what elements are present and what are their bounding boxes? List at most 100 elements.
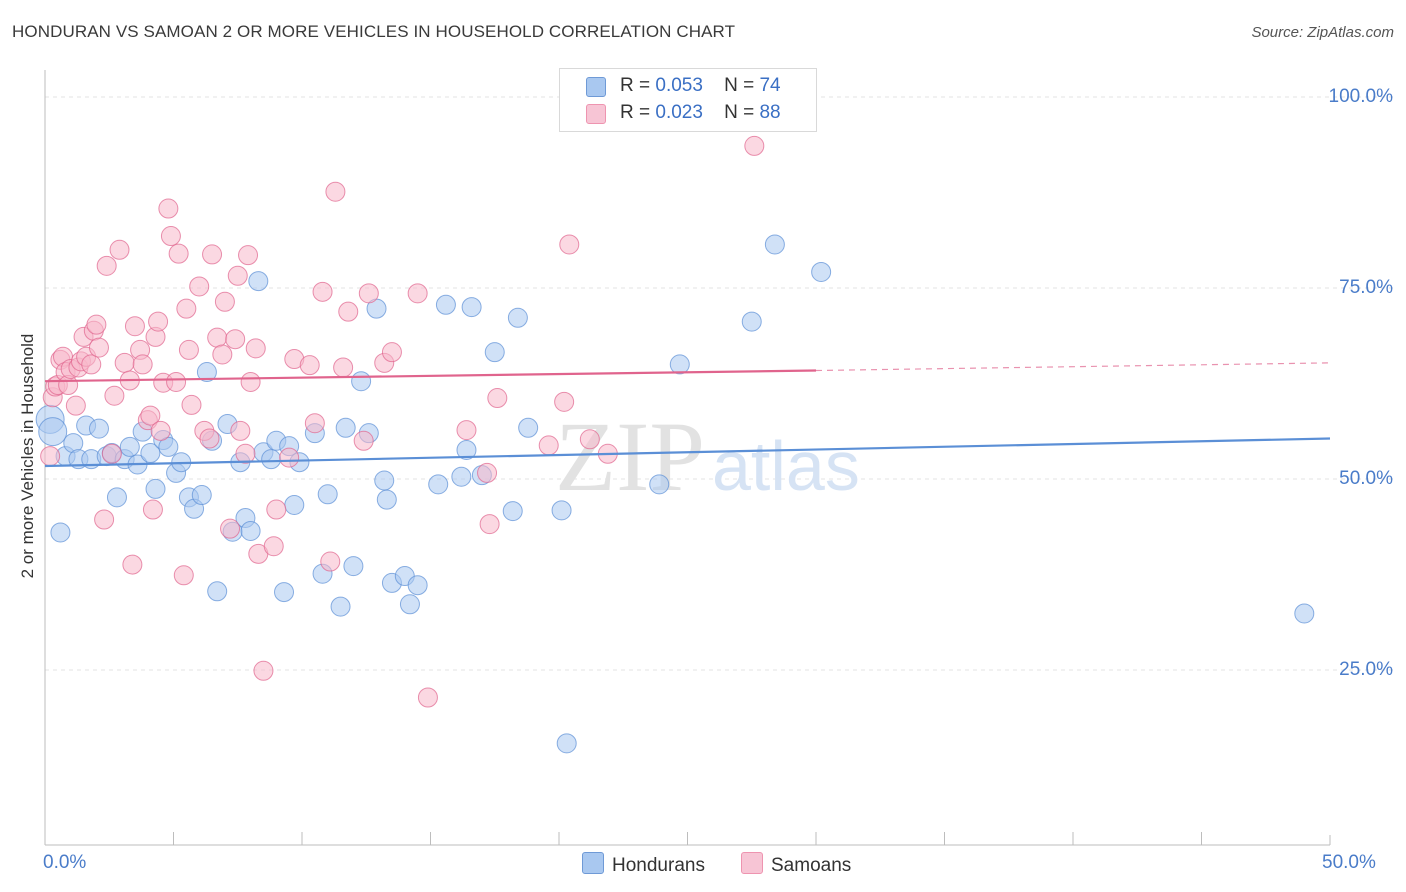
samoan-point xyxy=(240,371,261,392)
samoan-point xyxy=(266,499,287,520)
honduran-point xyxy=(669,354,690,375)
samoan-point xyxy=(381,342,402,363)
samoan-point xyxy=(579,429,600,450)
chart-title: HONDURAN VS SAMOAN 2 OR MORE VEHICLES IN… xyxy=(12,22,736,41)
samoan-point xyxy=(86,314,107,335)
honduran-point xyxy=(38,417,68,447)
honduran-point xyxy=(196,362,217,383)
samoan-point xyxy=(40,446,61,467)
samoan-point xyxy=(65,395,86,416)
honduran-point xyxy=(335,417,356,438)
honduran-point xyxy=(317,484,338,505)
honduran-point xyxy=(456,439,477,460)
samoan-point xyxy=(214,291,235,312)
samoan-point xyxy=(114,352,135,373)
honduran-point xyxy=(106,487,127,508)
honduran-point xyxy=(207,581,228,602)
samoan-point xyxy=(299,355,320,376)
honduran-point xyxy=(284,494,305,515)
samoan-point xyxy=(124,316,145,337)
samoan-point xyxy=(104,385,125,406)
honduran-point xyxy=(399,594,420,615)
stats-legend: R = 0.053 N = 74 R = 0.023 N = 88 xyxy=(559,68,817,132)
samoan-point xyxy=(353,430,374,451)
samoan-point xyxy=(132,354,153,375)
honduran-point xyxy=(261,449,282,470)
honduran-point xyxy=(518,417,539,438)
honduran-point xyxy=(248,271,269,292)
trend-lines xyxy=(44,362,1331,468)
samoan-point xyxy=(142,499,163,520)
n-value: 88 xyxy=(759,102,781,123)
honduran-point xyxy=(507,307,528,328)
honduran-point xyxy=(343,556,364,577)
honduran-point xyxy=(240,520,261,541)
honduran-point xyxy=(428,474,449,495)
samoan-point xyxy=(94,509,115,530)
honduran-point xyxy=(649,474,670,495)
samoan-point xyxy=(101,443,122,464)
honduran-point xyxy=(1294,603,1315,624)
honduran-point xyxy=(140,443,161,464)
watermark-atlas: atlas xyxy=(712,427,860,505)
samoan-point xyxy=(176,298,197,319)
samoan-point xyxy=(81,354,102,375)
honduran-point xyxy=(374,470,395,491)
samoan-point xyxy=(312,281,333,302)
samoan-point xyxy=(245,338,266,359)
samoan-point xyxy=(199,428,220,449)
n-label: N = xyxy=(724,102,755,123)
samoan-point xyxy=(178,339,199,360)
honduran-point xyxy=(764,234,785,255)
samoan-trend-line xyxy=(44,369,817,383)
samoan-point xyxy=(320,551,341,572)
samoan-point xyxy=(325,181,346,202)
honduran-point xyxy=(551,500,572,521)
samoan-point xyxy=(140,405,161,426)
honduran-point xyxy=(376,489,397,510)
honduran-point xyxy=(484,342,505,363)
samoan-point xyxy=(202,244,223,265)
watermark-zip: ZIP xyxy=(555,401,705,512)
legend-label-hondurans: Hondurans xyxy=(612,855,705,876)
honduran-point xyxy=(158,436,179,457)
samoan-point xyxy=(109,239,130,260)
samoan-point xyxy=(456,420,477,441)
samoan-point xyxy=(559,234,580,255)
honduran-point xyxy=(88,418,109,439)
x-tick-label-min: 0.0% xyxy=(43,852,87,873)
samoans-points xyxy=(40,135,765,708)
samoan-point xyxy=(744,135,765,156)
samoan-point xyxy=(166,371,187,392)
samoan-point xyxy=(487,388,508,409)
y-tick-label: 75.0% xyxy=(1339,277,1393,298)
samoan-point xyxy=(181,394,202,415)
y-tick-label: 100.0% xyxy=(1328,86,1393,107)
samoan-point xyxy=(227,265,248,286)
samoan-point xyxy=(333,357,354,378)
samoan-point xyxy=(158,198,179,219)
hondurans-points xyxy=(35,234,1315,754)
n-value: 74 xyxy=(759,75,781,96)
legend-item-hondurans[interactable]: Hondurans xyxy=(582,852,705,877)
honduran-point xyxy=(741,311,762,332)
honduran-point xyxy=(556,733,577,754)
samoan-point xyxy=(122,554,143,575)
samoan-point xyxy=(189,276,210,297)
samoan-point xyxy=(212,344,233,365)
source-credit: Source: ZipAtlas.com xyxy=(1251,24,1394,41)
legend-item-samoans[interactable]: Samoans xyxy=(741,852,851,877)
honduran-point xyxy=(330,596,351,617)
watermark: ZIP atlas xyxy=(555,401,860,512)
r-value: 0.053 xyxy=(655,75,703,96)
samoan-point xyxy=(225,329,246,350)
samoans-swatch xyxy=(586,104,606,124)
samoan-point xyxy=(96,255,117,276)
hondurans-legend-swatch xyxy=(582,852,604,874)
x-tick-label-max: 50.0% xyxy=(1322,852,1376,873)
r-value: 0.023 xyxy=(655,102,703,123)
samoan-point xyxy=(358,283,379,304)
samoan-point xyxy=(160,226,181,247)
samoan-point xyxy=(235,443,256,464)
